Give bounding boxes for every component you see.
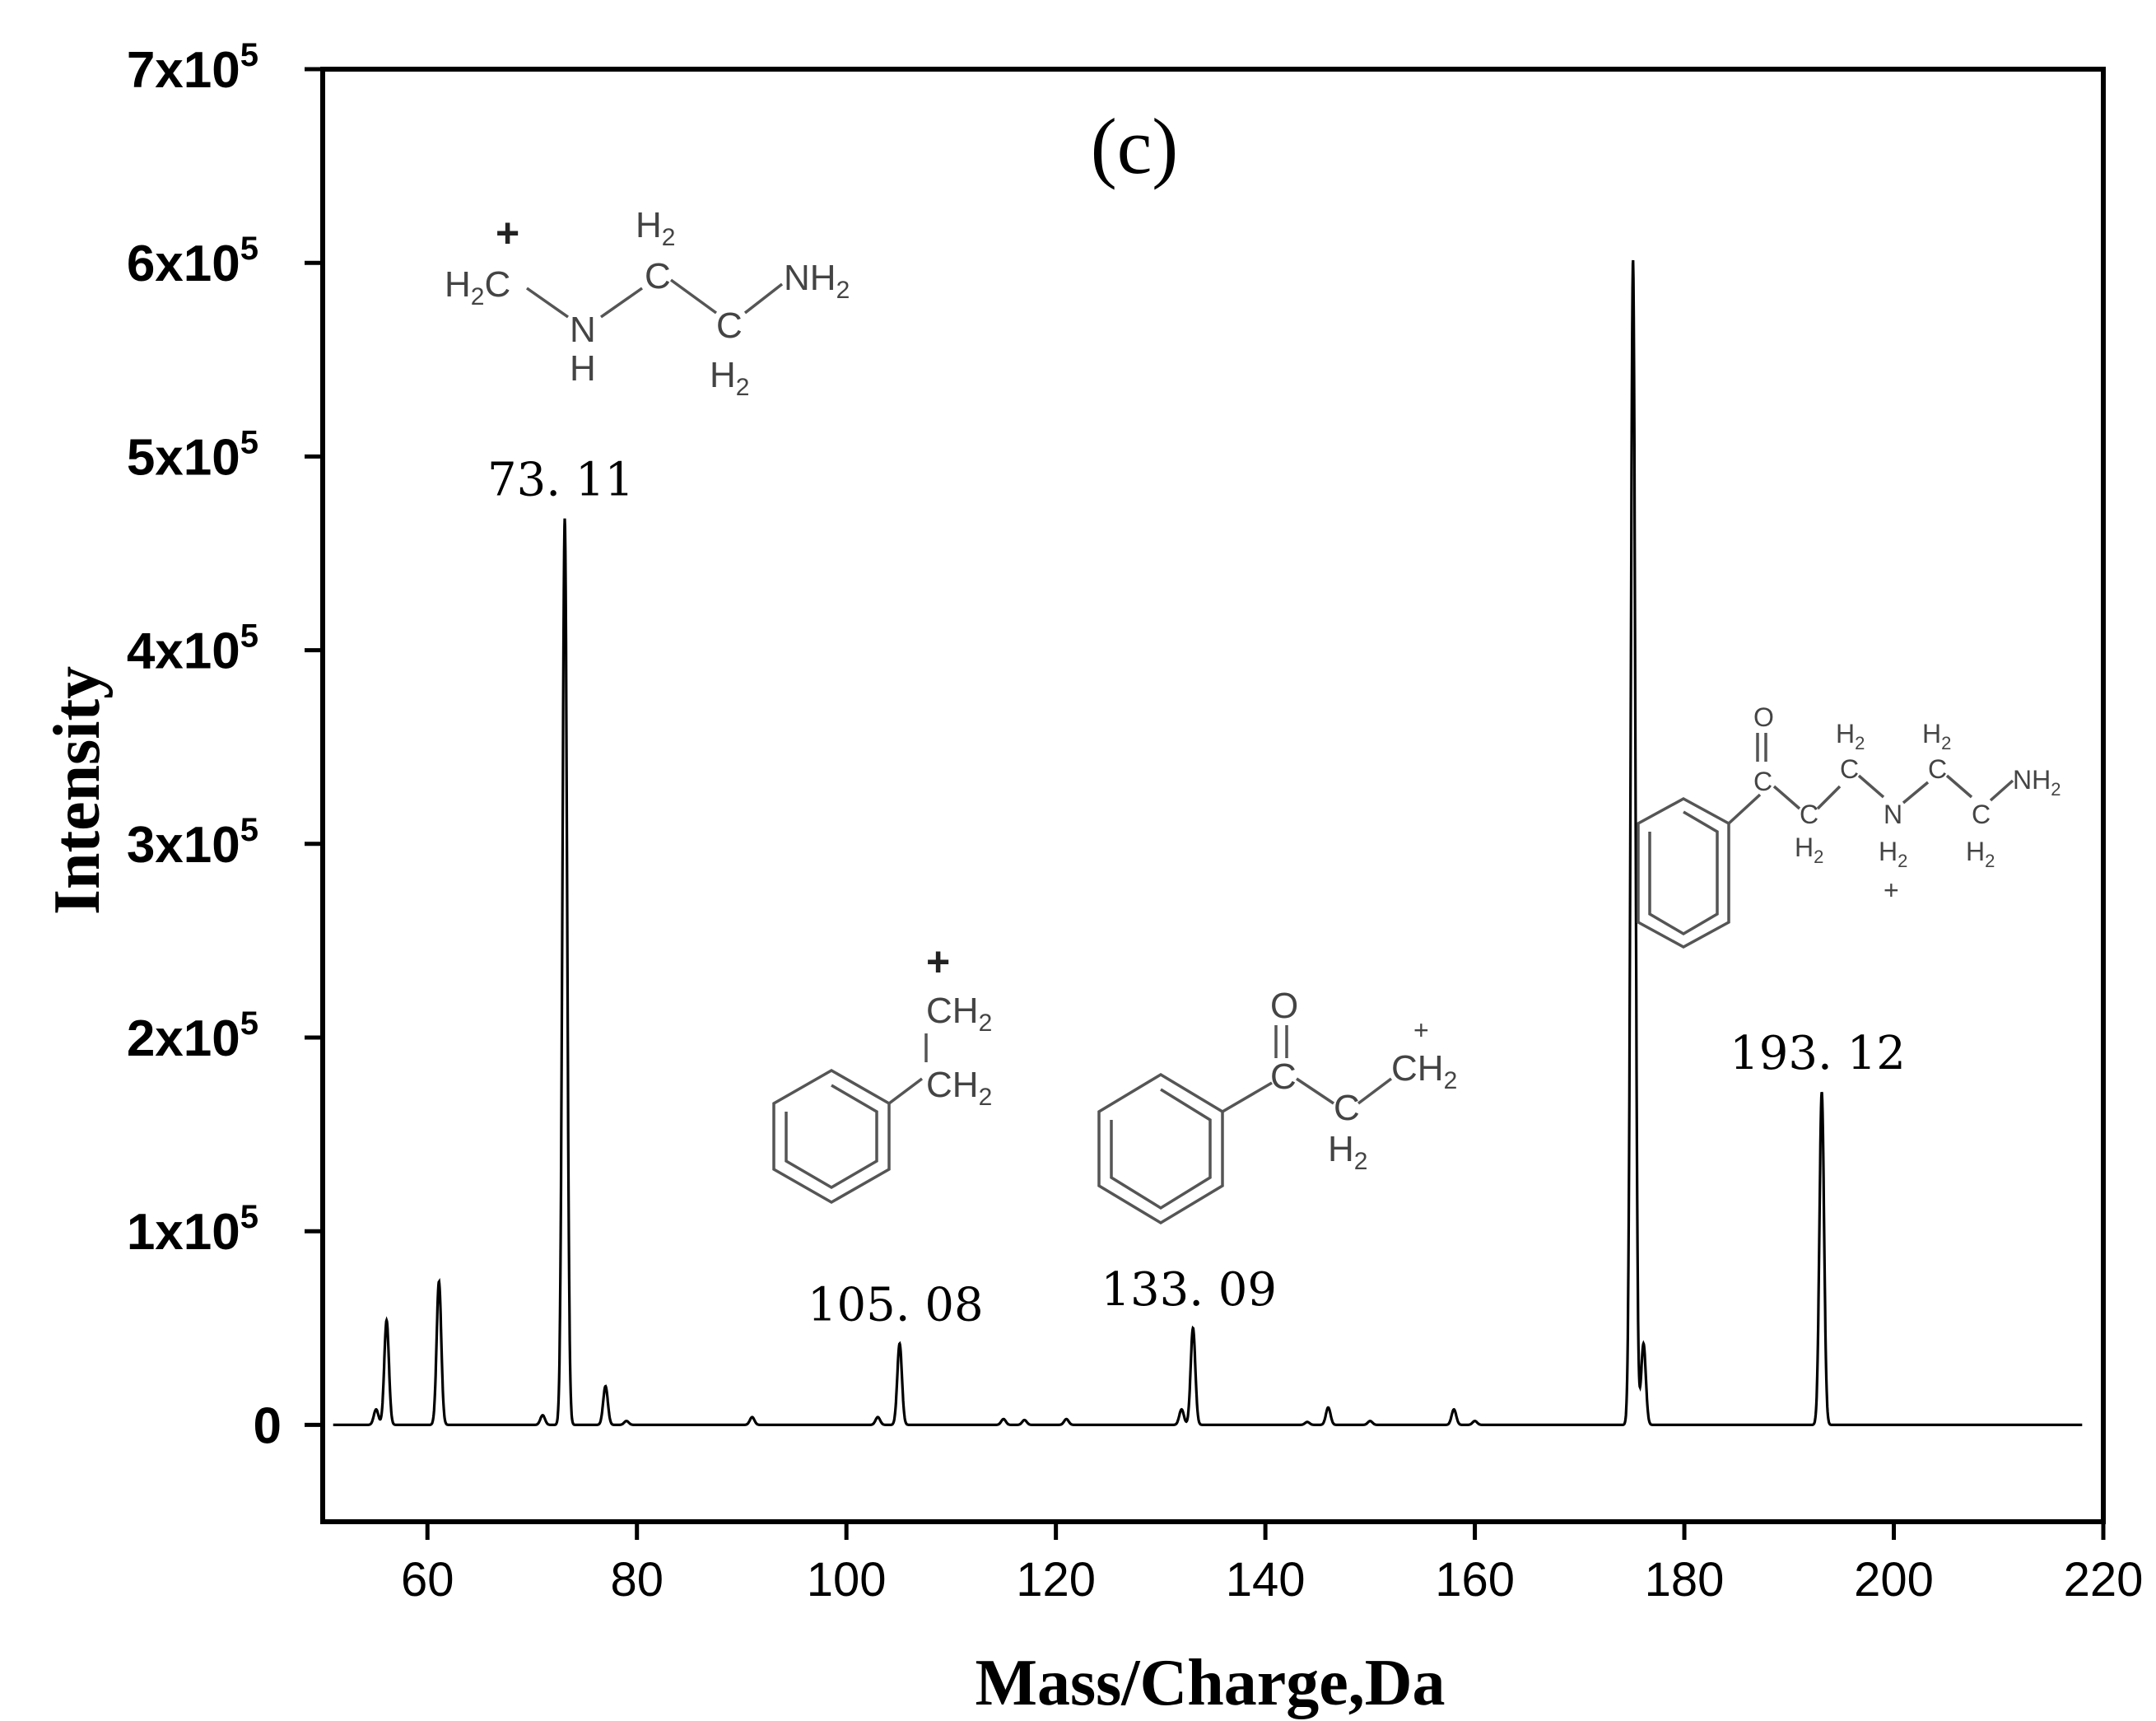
y-tick-label: 3x105 xyxy=(127,812,258,874)
benzene-ring xyxy=(1097,1072,1224,1225)
atom-label: CH2 xyxy=(926,1065,992,1111)
y-tick-label: 5x105 xyxy=(127,424,258,486)
atom-label: H2 xyxy=(1836,719,1865,753)
charge-sign: + xyxy=(1884,875,1899,905)
benzene-inner xyxy=(1110,1088,1212,1210)
atom-label: C xyxy=(1800,800,1818,829)
atom-label: N xyxy=(1884,800,1902,829)
x-tick-label: 80 xyxy=(610,1553,664,1607)
atom-label: H2 xyxy=(1966,837,1995,871)
plot-frame xyxy=(320,67,2106,1524)
atom-label: H2 xyxy=(636,205,675,251)
structure-73: + H2C N H H2 C C H2 NH2 xyxy=(445,205,850,401)
x-tick-label: 180 xyxy=(1645,1553,1725,1607)
x-axis-label: Mass/Charge,Da xyxy=(975,1647,1445,1719)
bond xyxy=(1296,1077,1334,1105)
y-tick-label: 4x105 xyxy=(127,618,258,680)
bond xyxy=(1222,1081,1273,1113)
x-tick-label: 100 xyxy=(807,1553,887,1607)
x-tick-label: 160 xyxy=(1435,1553,1515,1607)
y-tick-label: 6x105 xyxy=(127,231,258,292)
benzene-inner xyxy=(785,1084,878,1190)
benzene-ring xyxy=(772,1068,891,1205)
bond xyxy=(525,287,570,319)
atom-label: CH2 xyxy=(1391,1048,1457,1094)
bond xyxy=(743,282,784,315)
spectrum xyxy=(333,259,2083,1427)
x-tick-label: 200 xyxy=(1854,1553,1934,1607)
atom-label: NH2 xyxy=(784,258,850,304)
panel-label: (c) xyxy=(1091,102,1179,190)
y-tick-label: 1x105 xyxy=(127,1199,258,1261)
atom-label: H2C xyxy=(445,264,510,310)
structure-105: + CH2 CH2 xyxy=(772,939,992,1205)
bond xyxy=(1945,774,1973,799)
atom-label: H2 xyxy=(1879,837,1907,871)
atom-label: H2 xyxy=(1328,1129,1367,1175)
x-tick-label: 220 xyxy=(2064,1553,2144,1607)
axes: 60 80 100 120 140 160 180 200 220 0 1x105 2x105 3x10… xyxy=(127,37,2144,1607)
peak-labels: 73. 11 105. 08 133. 09 193. 12 xyxy=(487,454,1906,1332)
y-tick-label: 7x105 xyxy=(127,37,258,99)
bond xyxy=(1727,793,1762,825)
x-tick-label: 60 xyxy=(401,1553,454,1607)
x-tick-label: 120 xyxy=(1016,1553,1096,1607)
bond xyxy=(1989,779,2014,802)
peak-label: 73. 11 xyxy=(487,454,634,507)
bond xyxy=(1772,785,1801,810)
bond xyxy=(1857,774,1885,799)
bond xyxy=(1357,1077,1393,1105)
structure-133: O C C H2 + CH2 xyxy=(1097,986,1457,1225)
y-tick-label: 2x105 xyxy=(127,1005,258,1067)
atom-label: C xyxy=(1334,1088,1360,1128)
atom-label: C xyxy=(1753,767,1772,796)
atom-label: H2 xyxy=(1795,833,1823,867)
atom-label: H2 xyxy=(710,355,749,401)
bond xyxy=(1816,785,1842,810)
charge-sign: + xyxy=(926,939,950,985)
spectrum-line xyxy=(333,259,2083,1427)
y-axis-label: Intensity xyxy=(41,666,114,915)
bond xyxy=(599,287,644,319)
atom-label: H2 xyxy=(1922,719,1951,753)
atom-label: C xyxy=(1972,800,1991,829)
benzene-inner xyxy=(1648,810,1719,936)
bond xyxy=(1902,781,1930,805)
atom-label: N xyxy=(570,310,596,350)
benzene-ring xyxy=(1637,797,1730,949)
atom-label: O xyxy=(1753,702,1774,732)
atom-label: C xyxy=(1840,754,1859,784)
bond xyxy=(669,278,718,315)
structure-193: O C C H2 H2 C N H2 + H2 C C H2 NH2 xyxy=(1637,702,2061,949)
peak-label: 133. 09 xyxy=(1101,1263,1277,1317)
bond xyxy=(887,1077,924,1105)
charge-sign: + xyxy=(496,210,519,256)
x-tick-label: 140 xyxy=(1226,1553,1306,1607)
charge-sign: + xyxy=(1413,1015,1429,1045)
atom-label: O xyxy=(1270,986,1298,1026)
y-tick-label: 0 xyxy=(254,1397,282,1454)
atom-label: CH2 xyxy=(926,991,992,1037)
peak-label: 193. 12 xyxy=(1730,1027,1906,1080)
peak-label: 105. 08 xyxy=(808,1279,984,1332)
atom-label: C xyxy=(1270,1056,1297,1097)
atom-label: H xyxy=(570,348,596,389)
atom-label: C xyxy=(645,256,671,296)
atom-label: C xyxy=(716,305,743,346)
atom-label: NH2 xyxy=(2013,765,2061,800)
atom-label: C xyxy=(1928,754,1947,784)
